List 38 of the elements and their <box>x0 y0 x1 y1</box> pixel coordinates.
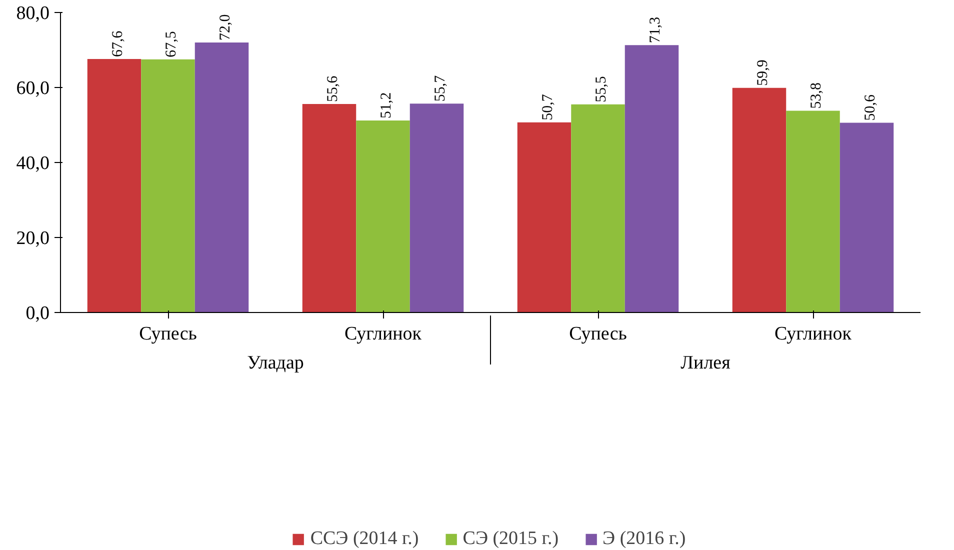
legend-label: ССЭ (2014 г.) <box>310 528 419 550</box>
bar <box>302 104 356 312</box>
y-tick-label: 0,0 <box>26 303 50 324</box>
x-tick-label: Суглинок <box>344 324 422 344</box>
data-label: 55,5 <box>594 76 610 102</box>
data-label: 55,7 <box>432 74 448 102</box>
data-label: 51,2 <box>378 92 395 118</box>
legend-label: Э (2016 г.) <box>602 528 686 550</box>
y-tick-label: 20,0 <box>16 228 50 249</box>
data-label: 50,6 <box>862 94 878 121</box>
bar <box>517 122 572 312</box>
y-tick-label: 60,0 <box>16 78 50 99</box>
bar <box>624 45 679 312</box>
bar <box>141 59 195 312</box>
data-label: 55,6 <box>324 75 341 102</box>
y-tick-label: 80,0 <box>16 3 50 24</box>
bar <box>87 59 142 312</box>
x-tick-label: Супесь <box>569 324 628 344</box>
bar <box>356 120 410 312</box>
data-label: 53,8 <box>808 82 825 109</box>
x-tick-label: Суглинок <box>774 324 852 344</box>
bar <box>194 42 249 312</box>
data-label: 67,5 <box>164 31 180 58</box>
bar <box>571 104 625 312</box>
legend-label: СЭ (2015 г.) <box>462 528 559 550</box>
text: Лилея <box>680 352 731 374</box>
text: Уладар <box>247 352 304 374</box>
data-label: 50,7 <box>540 94 556 120</box>
bar <box>732 88 786 312</box>
data-label: 72,0 <box>217 14 234 40</box>
data-label: 67,6 <box>110 30 126 57</box>
data-label: 71,3 <box>647 16 664 44</box>
data-label: 59,9 <box>754 60 771 86</box>
y-tick-label: 40,0 <box>16 153 50 174</box>
bar <box>786 110 840 312</box>
x-tick-label: Супесь <box>139 324 198 344</box>
bar <box>410 104 464 312</box>
bar <box>840 122 894 312</box>
